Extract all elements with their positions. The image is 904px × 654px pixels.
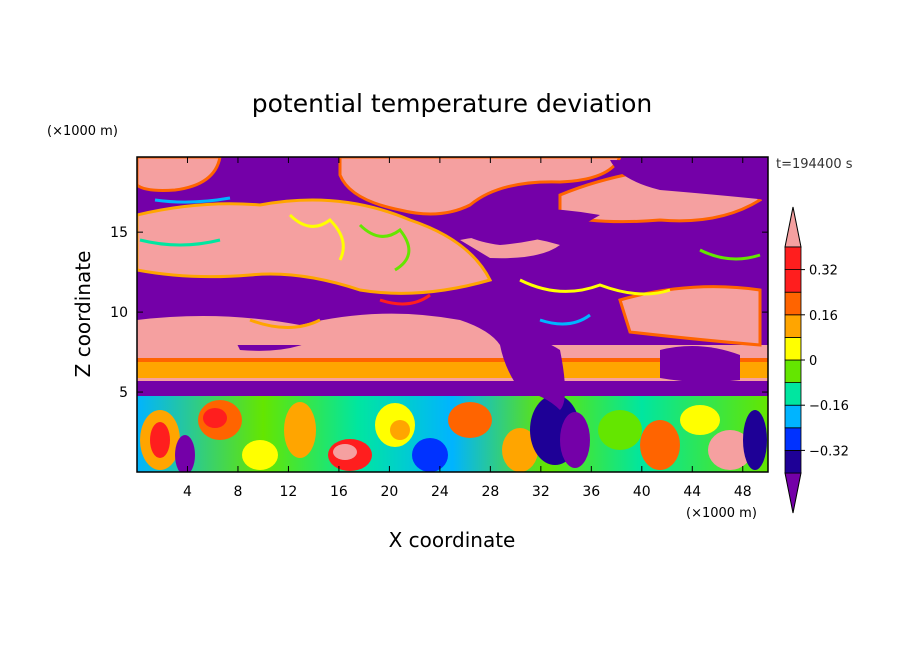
x-tick-label: 28 <box>481 484 499 500</box>
colorbar: 0.32 0.16 0 −0.16 −0.32 <box>784 206 849 514</box>
x-unit-label: (×1000 m) <box>686 506 757 521</box>
turbulent-filaments <box>139 196 761 329</box>
x-tick-label: 40 <box>633 484 651 500</box>
stable-band <box>137 380 768 396</box>
colorbar-box <box>784 427 802 451</box>
x-tick-label: 32 <box>532 484 550 500</box>
warm-band-orange <box>137 362 768 378</box>
field-plot-area <box>137 157 768 472</box>
colorbar-extend-low <box>784 472 802 514</box>
colorbar-tick-label: −0.32 <box>809 444 849 459</box>
colorbar-box <box>784 449 802 474</box>
colorbar-extend-high <box>784 206 802 248</box>
x-tick-label: 4 <box>183 484 192 500</box>
y-tick-label: 15 <box>110 225 128 241</box>
colorbar-box <box>784 269 802 293</box>
x-tick-label: 24 <box>431 484 449 500</box>
x-tick-label: 44 <box>683 484 701 500</box>
colorbar-box <box>784 336 802 361</box>
x-tick-label: 48 <box>734 484 752 500</box>
colorbar-box <box>784 291 802 316</box>
colorbar-box <box>784 382 802 406</box>
time-label: t=194400 s <box>776 157 853 172</box>
y-axis: 5 10 15 <box>110 225 768 401</box>
x-tick-label: 8 <box>233 484 242 500</box>
y-axis-title: Z coordinate <box>71 251 95 378</box>
x-axis-title: X coordinate <box>389 528 516 552</box>
colorbar-box <box>784 314 802 338</box>
chart-title: potential temperature deviation <box>252 89 652 118</box>
warm-band-edge <box>137 358 768 362</box>
y-unit-label: (×1000 m) <box>47 124 118 139</box>
colorbar-box <box>784 246 802 271</box>
colorbar-tick-label: −0.16 <box>809 399 849 414</box>
x-axis: 4 8 12 16 20 24 28 32 36 40 44 48 <box>183 157 752 500</box>
colorbar-box <box>784 404 802 429</box>
colorbar-tick-label: 0.32 <box>809 264 838 279</box>
x-tick-label: 20 <box>380 484 398 500</box>
x-tick-label: 16 <box>330 484 348 500</box>
colorbar-tick-label: 0.16 <box>809 309 838 324</box>
x-tick-label: 12 <box>280 484 298 500</box>
colorbar-tick-label: 0 <box>809 354 817 369</box>
y-tick-label: 5 <box>119 385 128 401</box>
plot-frame <box>136 156 769 473</box>
colorbar-box <box>784 359 802 384</box>
upper-cool-patches <box>137 160 768 311</box>
lower-eddies <box>140 395 767 472</box>
x-tick-label: 36 <box>582 484 600 500</box>
y-tick-label: 10 <box>110 305 128 321</box>
